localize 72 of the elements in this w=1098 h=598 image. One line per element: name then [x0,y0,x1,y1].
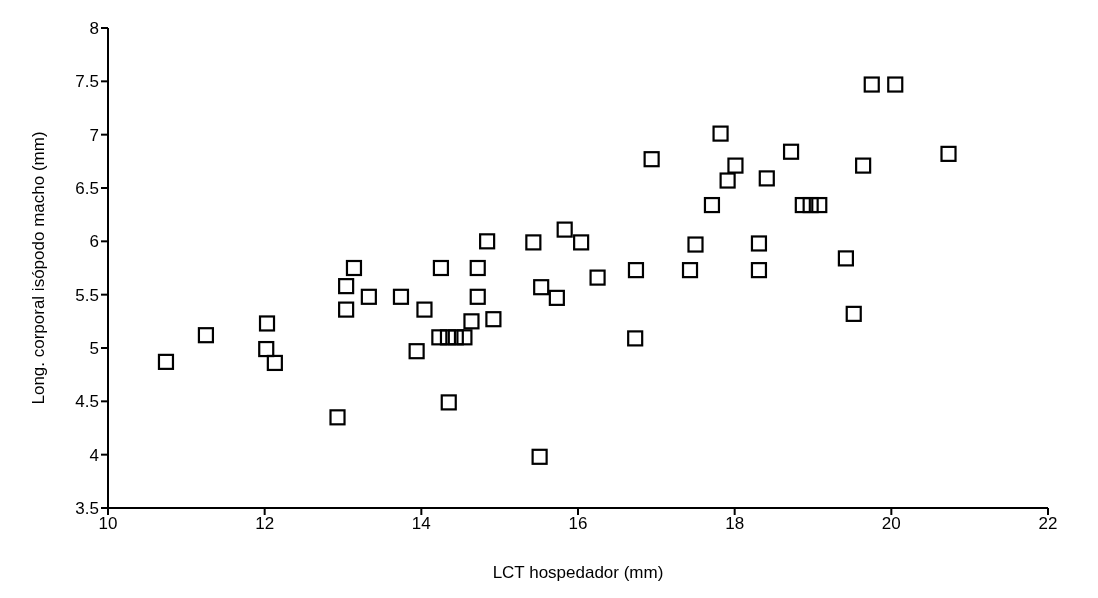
point [719,172,736,189]
point [479,233,496,250]
point [456,329,473,346]
point [258,315,276,332]
x-tick-label: 18 [725,514,745,534]
point [687,236,704,253]
point [531,448,548,465]
point [681,262,699,279]
x-tick-label: 12 [255,514,275,534]
point [338,301,355,318]
point [703,196,721,214]
y-tick-label: 3.5 [75,499,99,519]
point [712,125,729,142]
point [525,234,542,251]
y-tick-label: 5 [89,339,99,359]
point [750,235,768,252]
y-tick-label: 7.5 [75,72,99,92]
point [627,330,644,347]
point [447,329,464,346]
x-tick-label: 10 [98,514,118,534]
point [345,259,363,277]
point [548,289,565,306]
point [940,145,957,162]
point [627,262,645,279]
x-tick-label: 20 [881,514,901,534]
point [643,151,660,168]
point [440,394,457,411]
point [845,305,862,322]
point [197,327,215,344]
point [589,269,606,286]
point [469,288,486,305]
point [338,278,355,295]
point [573,234,590,251]
point [157,353,175,370]
x-tick-label: 14 [411,514,431,534]
y-axis-title: Long. corporal isópodo macho (mm) [29,131,49,405]
point [837,250,854,267]
point [463,313,480,330]
y-tick-label: 6.5 [75,179,99,199]
point [782,143,800,160]
point [360,288,377,305]
point [758,170,775,187]
x-tick-label: 16 [568,514,588,534]
point [811,196,828,214]
y-tick-label: 4 [89,445,99,465]
y-tick-label: 5.5 [75,285,99,305]
point [439,329,457,346]
point [533,279,550,296]
x-tick-label: 22 [1038,514,1058,534]
y-tick-label: 7 [89,125,99,145]
point [727,157,744,174]
x-axis-title: LCT hospedador (mm) [492,563,664,583]
y-tick-label: 4.5 [75,392,99,412]
point [855,157,872,174]
point [485,311,502,328]
point [266,354,283,372]
point [750,262,768,279]
point [556,221,573,238]
point [469,259,486,277]
point [431,329,448,346]
point [408,343,425,360]
point [863,76,880,93]
point [392,288,410,305]
point [329,409,346,426]
point [258,340,275,358]
point [432,259,450,277]
point [802,196,819,214]
y-tick-label: 8 [89,19,99,39]
point [794,196,811,214]
point [887,76,904,93]
point [416,301,433,318]
y-tick-label: 6 [89,232,99,252]
